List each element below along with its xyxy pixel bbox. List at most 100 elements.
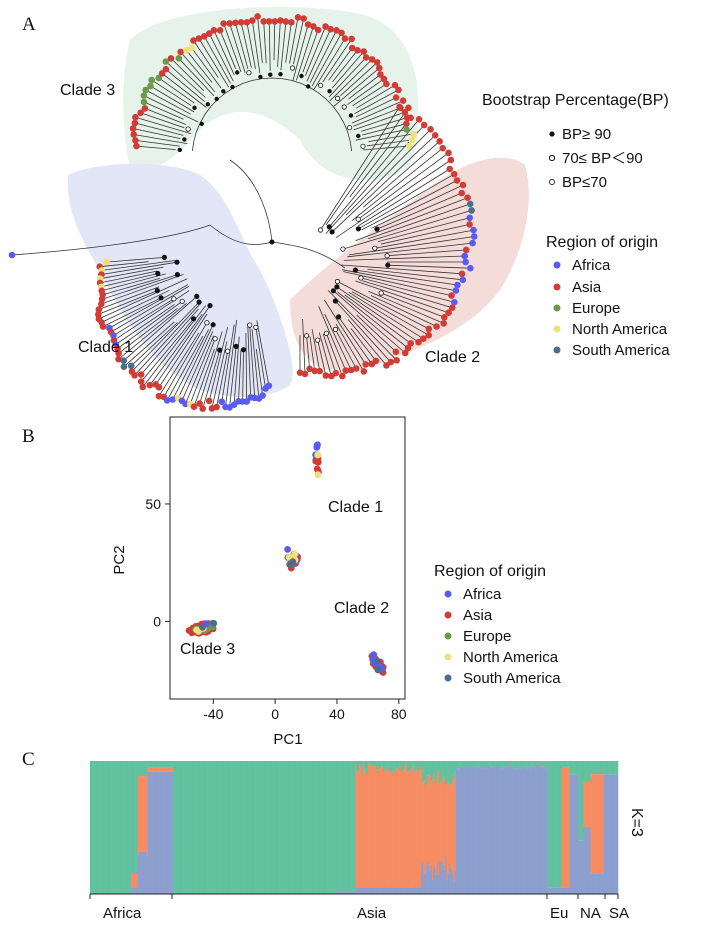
- tree-tip-asia: [445, 149, 452, 157]
- structure-k2-segment: [590, 774, 592, 875]
- structure-k1-segment: [294, 761, 296, 894]
- structure-k1-segment: [394, 761, 397, 769]
- structure-k1-segment: [541, 761, 543, 767]
- tree-tip-asia: [399, 97, 407, 104]
- structure-k1-segment: [237, 761, 240, 894]
- tree-branch: [140, 308, 199, 375]
- tree-branch: [306, 335, 310, 369]
- structure-k1-segment: [265, 761, 267, 894]
- structure-k1-segment: [404, 761, 406, 765]
- structure-k2-segment: [438, 771, 440, 875]
- structure-k1-segment: [295, 761, 297, 894]
- structure-k3-segment: [516, 767, 518, 894]
- tree-tip-asia: [141, 105, 149, 112]
- bootstrap-node-high: [205, 102, 210, 107]
- structure-k1-segment: [543, 761, 546, 766]
- structure-k1-segment: [526, 761, 529, 767]
- structure-k1-segment: [430, 761, 433, 782]
- structure-k1-segment: [254, 761, 256, 894]
- tree-tip-europe: [148, 76, 155, 84]
- structure-k3-segment: [564, 887, 566, 894]
- structure-k3-segment: [471, 767, 474, 894]
- structure-k1-segment: [339, 761, 342, 892]
- structure-k1-segment: [591, 761, 594, 775]
- structure-k1-segment: [118, 761, 121, 894]
- structure-k1-segment: [548, 761, 550, 888]
- tree-tip-asia: [260, 18, 268, 25]
- structure-k2-segment: [385, 767, 387, 888]
- structure-k2-segment: [442, 774, 445, 865]
- structure-k1-segment: [116, 761, 118, 894]
- structure-k1-segment: [211, 761, 213, 894]
- tree-outgroup-branch: [11, 224, 211, 256]
- structure-k1-segment: [476, 761, 478, 768]
- structure-k3-segment: [472, 766, 475, 894]
- bootstrap-node-mid: [334, 95, 341, 102]
- structure-k1-segment: [352, 761, 355, 892]
- tree-tip-asia: [226, 20, 233, 27]
- tree-tip-asia: [441, 314, 448, 321]
- structure-k1-segment: [103, 761, 105, 894]
- tree-branch: [333, 290, 406, 354]
- bootstrap-node: [191, 316, 197, 322]
- pca-y-axis-label: PC2: [111, 545, 128, 574]
- structure-k3-segment: [494, 766, 496, 894]
- bootstrap-node: [378, 290, 384, 296]
- bootstrap-node-high: [199, 121, 204, 127]
- structure-k3-segment: [470, 764, 472, 894]
- structure-k1-segment: [324, 761, 326, 894]
- tree-tip-asia: [368, 56, 376, 63]
- tree-tip-asia: [395, 86, 402, 94]
- structure-k1-segment: [195, 761, 198, 894]
- structure-k3-segment: [573, 774, 576, 894]
- structure-k1-segment: [489, 761, 492, 768]
- bootstrap-node-mid: [346, 125, 353, 131]
- structure-k1-segment: [278, 761, 280, 894]
- structure-k1-segment: [321, 761, 324, 894]
- bootstrap-node: [247, 322, 253, 328]
- structure-k1-segment: [244, 761, 247, 894]
- structure-k1-segment: [613, 761, 615, 775]
- structure-k3-segment: [616, 774, 619, 894]
- tree-tip-asia: [458, 189, 466, 197]
- tree-tip-north-america: [410, 130, 418, 138]
- structure-k3-segment: [448, 863, 451, 894]
- structure-k3-segment: [426, 865, 428, 894]
- tree-tip-asia: [167, 55, 175, 62]
- structure-k1-segment: [280, 761, 283, 894]
- structure-k1-segment: [490, 761, 493, 768]
- structure-k3-segment: [578, 840, 580, 894]
- structure-k3-segment: [392, 887, 394, 894]
- structure-k3-segment: [464, 765, 466, 894]
- structure-k1-segment: [440, 761, 442, 782]
- structure-k1-segment: [542, 761, 544, 767]
- structure-k3-segment: [562, 887, 565, 894]
- structure-k1-segment: [512, 761, 514, 768]
- structure-k1-segment: [268, 761, 271, 894]
- structure-k2-segment: [408, 771, 410, 888]
- structure-k2-segment: [152, 767, 154, 772]
- structure-k1-segment: [368, 761, 370, 764]
- structure-k1-segment: [223, 761, 225, 894]
- tree-tip-north-america: [183, 46, 190, 54]
- structure-k3-segment: [375, 887, 378, 894]
- bp-mid-marker: [548, 154, 556, 162]
- bootstrap-node-high: [268, 72, 273, 77]
- structure-k3-segment: [506, 764, 508, 894]
- bootstrap-node-mid: [341, 104, 347, 110]
- structure-k2-segment: [153, 767, 156, 772]
- structure-k3-segment: [147, 771, 150, 894]
- bootstrap-node: [384, 253, 390, 259]
- structure-k3-segment: [380, 887, 382, 894]
- structure-k2-segment: [416, 769, 418, 888]
- bootstrap-node: [352, 267, 358, 273]
- tree-legend-europe-marker: [553, 304, 561, 312]
- structure-k1-segment: [402, 761, 404, 771]
- structure-k3-segment: [381, 887, 384, 894]
- structure-k1-segment: [458, 761, 460, 770]
- structure-k1-segment: [357, 761, 360, 773]
- tree-tip-asia: [439, 144, 447, 152]
- structure-k2-segment: [583, 780, 585, 828]
- tree-branch: [193, 348, 215, 407]
- bp-high-marker: [549, 131, 555, 137]
